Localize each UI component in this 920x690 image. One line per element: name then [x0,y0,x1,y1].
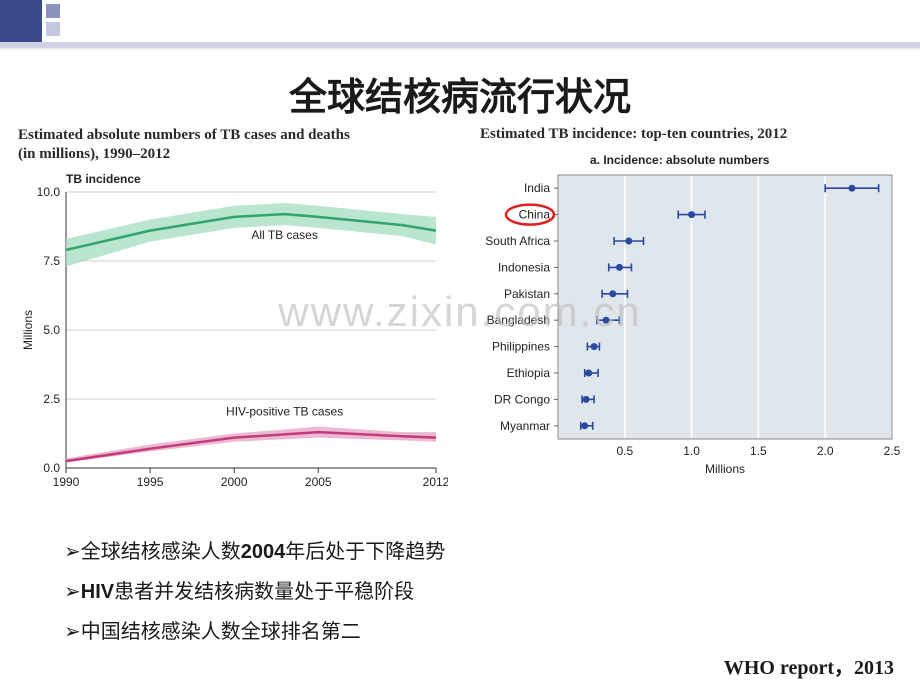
svg-text:2005: 2005 [305,475,332,489]
svg-text:China: China [519,208,551,222]
svg-text:2.5: 2.5 [884,444,901,458]
svg-text:2.0: 2.0 [817,444,834,458]
page-title: 全球结核病流行状况 [0,66,920,121]
svg-text:DR Congo: DR Congo [494,392,550,406]
left-line-chart: 0.0 2.5 5.0 7.5 10.0 1990 1995 2000 2005 2012 Mill… [18,186,448,504]
svg-text:Millions: Millions [705,462,745,476]
svg-text:Bangladesh: Bangladesh [487,313,550,327]
slide-top-bar-light [0,48,920,50]
svg-text:Millions: Millions [21,309,35,349]
svg-text:Myanmar: Myanmar [500,419,550,433]
bullet-2: ➢HIV患者并发结核病数量处于平稳阶段 [64,572,445,612]
svg-text:0.5: 0.5 [616,444,633,458]
svg-text:7.5: 7.5 [43,254,60,268]
left-chart-title-2: (in millions), 1990–2012 [18,146,170,162]
right-chart-subtitle: a. Incidence: absolute numbers [590,153,904,167]
svg-text:2.5: 2.5 [43,392,60,406]
right-chart-title: Estimated TB incidence: top-ten countrie… [480,126,904,143]
right-dot-chart: 0.5 1.0 1.5 2.0 2.5 India China South Africa Ind… [480,169,904,479]
source-citation: WHO report，2013 [724,651,894,680]
svg-text:Ethiopia: Ethiopia [507,366,551,380]
svg-text:2012: 2012 [423,475,448,489]
svg-text:South Africa: South Africa [485,234,550,248]
svg-text:1990: 1990 [53,475,80,489]
svg-text:1995: 1995 [137,475,164,489]
svg-text:0.0: 0.0 [43,461,60,475]
svg-text:2000: 2000 [221,475,248,489]
svg-text:Philippines: Philippines [492,340,550,354]
left-chart-sublabel: TB incidence [66,172,448,186]
svg-text:1.0: 1.0 [683,444,700,458]
bullet-list: ➢全球结核感染人数2004年后处于下降趋势 ➢HIV患者并发结核病数量处于平稳阶… [64,532,445,652]
bullet-1: ➢全球结核感染人数2004年后处于下降趋势 [64,532,445,572]
svg-text:All TB cases: All TB cases [251,227,317,241]
svg-text:India: India [524,181,550,195]
left-chart-title-1: Estimated absolute numbers of TB cases a… [18,127,350,143]
svg-text:10.0: 10.0 [37,186,61,199]
svg-text:Indonesia: Indonesia [498,260,550,274]
left-chart-block: Estimated absolute numbers of TB cases a… [18,126,448,509]
svg-text:HIV-positive TB cases: HIV-positive TB cases [226,404,343,418]
slide-corner-accent [0,0,200,42]
svg-text:5.0: 5.0 [43,323,60,337]
right-chart-block: Estimated TB incidence: top-ten countrie… [480,126,904,484]
svg-text:1.5: 1.5 [750,444,767,458]
bullet-3: ➢中国结核感染人数全球排名第二 [64,612,445,652]
svg-text:Pakistan: Pakistan [504,287,550,301]
